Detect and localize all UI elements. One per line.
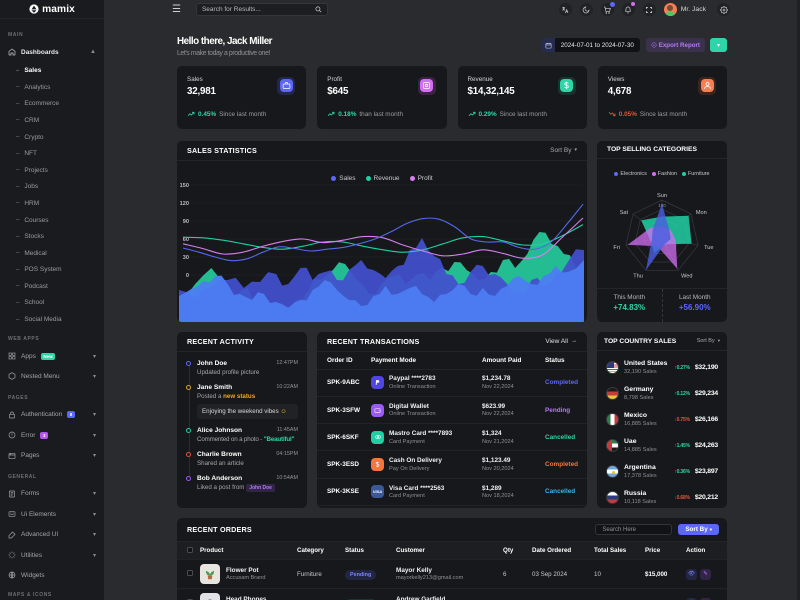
svg-text:Sun: Sun: [657, 193, 667, 199]
svg-text:60: 60: [183, 237, 189, 243]
svg-text:Tue: Tue: [704, 245, 713, 251]
svg-text:Fri: Fri: [613, 245, 620, 251]
svg-text:Sat: Sat: [620, 210, 629, 216]
svg-text:Mon: Mon: [696, 210, 707, 216]
svg-text:Wed: Wed: [681, 273, 692, 279]
svg-text:90: 90: [183, 219, 189, 225]
svg-text:0: 0: [186, 273, 189, 279]
svg-text:30: 30: [183, 255, 189, 261]
svg-text:150: 150: [180, 183, 189, 189]
svg-text:Thu: Thu: [633, 273, 643, 279]
svg-text:120: 120: [180, 201, 189, 207]
